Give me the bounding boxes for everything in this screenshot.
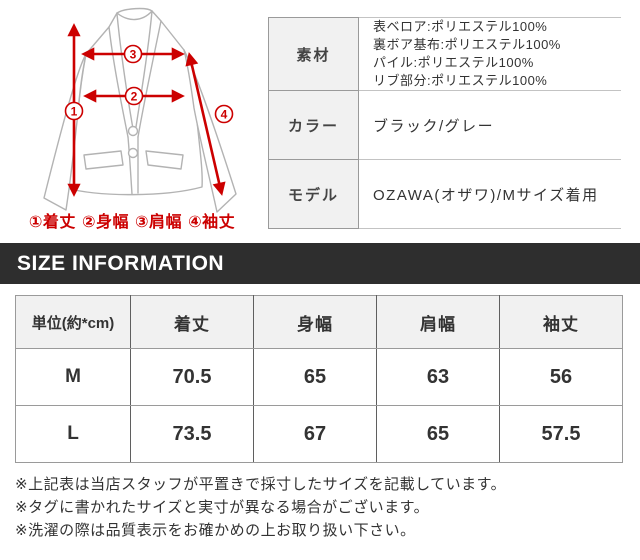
legend-item-shoulder: ③肩幅 [135,214,183,231]
size-header-length: 着丈 [130,295,254,349]
size-information-banner: SIZE INFORMATION [0,243,640,284]
note-line-3: ※洗濯の際は品質表示をお確かめの上お取り扱い下さい。 [15,522,416,539]
note-line-2: ※タグに書かれたサイズと実寸が異なる場合がございます。 [15,499,430,516]
size-table-header-row: 単位(約*cm) 着丈 身幅 肩幅 袖丈 [15,295,623,349]
marker-number-1: 1 [71,105,78,119]
jacket-right-lapel [137,20,162,138]
size-header-shoulder: 肩幅 [376,295,500,349]
spec-value-material: 表ベロア:ポリエステル100% 裏ボア基布:ポリエステル100% パイル:ポリエ… [358,17,621,91]
jacket-left-pocket [83,150,124,170]
spec-label-model: モデル [268,159,359,229]
marker-circle-4 [214,104,234,124]
size-header-chest: 身幅 [253,295,377,349]
size-l-shoulder: 65 [376,405,500,463]
jacket-collar-back [116,10,153,21]
size-row-m: M 70.5 65 63 56 [15,348,623,406]
size-header-unit: 単位(約*cm) [15,295,131,349]
jacket-front-opening-left [127,136,133,195]
marker-number-4: 4 [221,108,228,122]
jacket-right-lapel-fold [135,10,153,128]
note-line-1: ※上記表は当店スタッフが平置きで採寸したサイズを記載しています。 [15,476,507,493]
marker-number-2: 2 [131,90,138,104]
spec-value-model: OZAWA(オザワ)/Mサイズ着用 [358,159,621,229]
spec-row-material: 素材 表ベロア:ポリエステル100% 裏ボア基布:ポリエステル100% パイル:… [268,17,621,91]
size-row-l-label: L [15,405,131,463]
marker-circle-2 [124,86,144,106]
size-chart-table: 単位(約*cm) 着丈 身幅 肩幅 袖丈 M 70.5 65 63 56 L 7… [15,295,623,463]
legend-item-chest: ②身幅 [81,214,129,231]
spec-label-material: 素材 [268,17,359,91]
size-row-l: L 73.5 67 65 57.5 [15,405,623,463]
size-m-shoulder: 63 [376,348,500,406]
jacket-left-lapel-fold [116,13,134,130]
size-m-length: 70.5 [130,348,254,406]
size-l-chest: 67 [253,405,377,463]
legend-item-sleeve: ④袖丈 [188,214,236,231]
spec-label-color: カラー [268,90,359,160]
spec-row-color: カラー ブラック/グレー [268,90,621,160]
measurement-arrow-4-sleeve [185,52,226,196]
jacket-button-top [127,125,139,137]
measurement-legend: ①着丈 ②身幅 ③肩幅 ④袖丈 [0,208,264,232]
size-l-sleeve: 57.5 [499,405,623,463]
size-l-length: 73.5 [130,405,254,463]
banner-title: SIZE INFORMATION [17,251,225,275]
product-spec-table: 素材 表ベロア:ポリエステル100% 裏ボア基布:ポリエステル100% パイル:… [268,17,621,229]
jacket-left-lapel [108,26,129,138]
legend-item-length: ①着丈 [28,214,76,231]
size-notes: ※上記表は当店スタッフが平置きで採寸したサイズを記載しています。 ※タグに書かれ… [15,473,625,542]
marker-circle-3 [123,44,143,64]
jacket-button-bottom [127,147,139,159]
size-m-chest: 65 [253,348,377,406]
marker-circle-1 [64,101,84,121]
size-header-sleeve: 袖丈 [499,295,623,349]
size-m-sleeve: 56 [499,348,623,406]
jacket-sketch: 1 3 2 4 [43,7,237,213]
spec-value-color: ブラック/グレー [358,90,621,160]
spec-row-model: モデル OZAWA(オザワ)/Mサイズ着用 [268,159,621,229]
jacket-right-pocket [145,150,184,170]
size-row-m-label: M [15,348,131,406]
marker-number-3: 3 [130,48,137,62]
jacket-measurement-diagram: 1 3 2 4 ①着丈 ②身幅 ③肩幅 ④袖丈 [0,0,264,240]
